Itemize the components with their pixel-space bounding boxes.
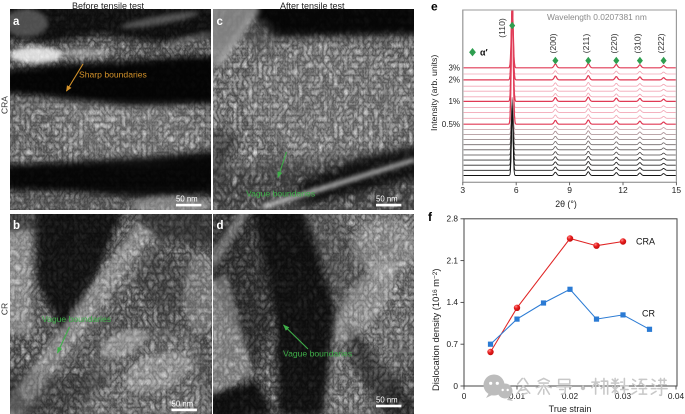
svg-text:2%: 2% — [448, 76, 460, 85]
svg-text:(220): (220) — [609, 33, 619, 53]
svg-text:CR: CR — [0, 303, 10, 315]
svg-text:0.01: 0.01 — [509, 391, 526, 401]
svg-text:0.02: 0.02 — [562, 391, 579, 401]
svg-text:(110): (110) — [497, 18, 507, 38]
svg-text:True strain: True strain — [549, 404, 592, 414]
svg-text:6: 6 — [514, 185, 519, 195]
svg-text:(200): (200) — [548, 33, 558, 53]
svg-text:0: 0 — [462, 391, 467, 401]
svg-text:(222): (222) — [656, 33, 666, 53]
svg-text:Intensity (arb. units): Intensity (arb. units) — [429, 55, 439, 131]
svg-text:1%: 1% — [448, 97, 460, 106]
svg-text:(211): (211) — [581, 34, 591, 54]
svg-text:e: e — [431, 0, 438, 14]
svg-text:0: 0 — [453, 381, 458, 391]
svg-text:0.5%: 0.5% — [442, 120, 460, 129]
svg-text:f: f — [428, 210, 433, 224]
svg-text:2θ (°): 2θ (°) — [555, 199, 577, 209]
svg-text:CR: CR — [642, 309, 655, 319]
svg-text:Wavelength 0.0207381 nm: Wavelength 0.0207381 nm — [547, 12, 647, 22]
svg-text:2.8: 2.8 — [446, 214, 458, 224]
svg-text:3%: 3% — [448, 63, 460, 72]
svg-text:0.04: 0.04 — [668, 391, 685, 401]
svg-text:0.03: 0.03 — [615, 391, 632, 401]
svg-text:9: 9 — [567, 185, 572, 195]
svg-text:CRA: CRA — [636, 237, 655, 247]
svg-text:0.7: 0.7 — [446, 339, 458, 349]
svg-text:12: 12 — [618, 185, 628, 195]
svg-text:15: 15 — [672, 185, 682, 195]
svg-text:2.1: 2.1 — [446, 255, 458, 265]
svg-text:α′: α′ — [480, 48, 488, 58]
svg-text:Dislocation density (1016 m−2): Dislocation density (1016 m−2) — [430, 268, 441, 391]
svg-text:(310): (310) — [632, 33, 642, 53]
svg-text:3: 3 — [460, 185, 465, 195]
svg-text:1.4: 1.4 — [446, 297, 458, 307]
svg-text:CRA: CRA — [0, 96, 10, 114]
